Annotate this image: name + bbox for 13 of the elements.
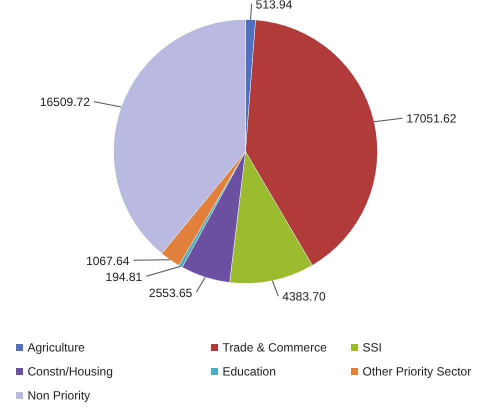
data-label: 17051.62 xyxy=(406,112,457,126)
legend-label: Non Priority xyxy=(28,388,90,402)
data-label: 194.81 xyxy=(106,270,143,284)
data-label: 16509.72 xyxy=(40,95,90,110)
legend-label: Agriculture xyxy=(28,340,86,354)
legend-label: Other Priority Sector xyxy=(362,364,472,378)
data-label: 1067.64 xyxy=(86,254,130,268)
legend-label: SSI xyxy=(362,340,382,354)
data-label: 2553.65 xyxy=(148,286,193,300)
legend-label: Constn/Housing xyxy=(28,364,113,378)
data-label: 4383.70 xyxy=(282,290,326,304)
legend-label: Trade & Commerce xyxy=(222,340,328,354)
legend-label: Education xyxy=(222,364,276,378)
